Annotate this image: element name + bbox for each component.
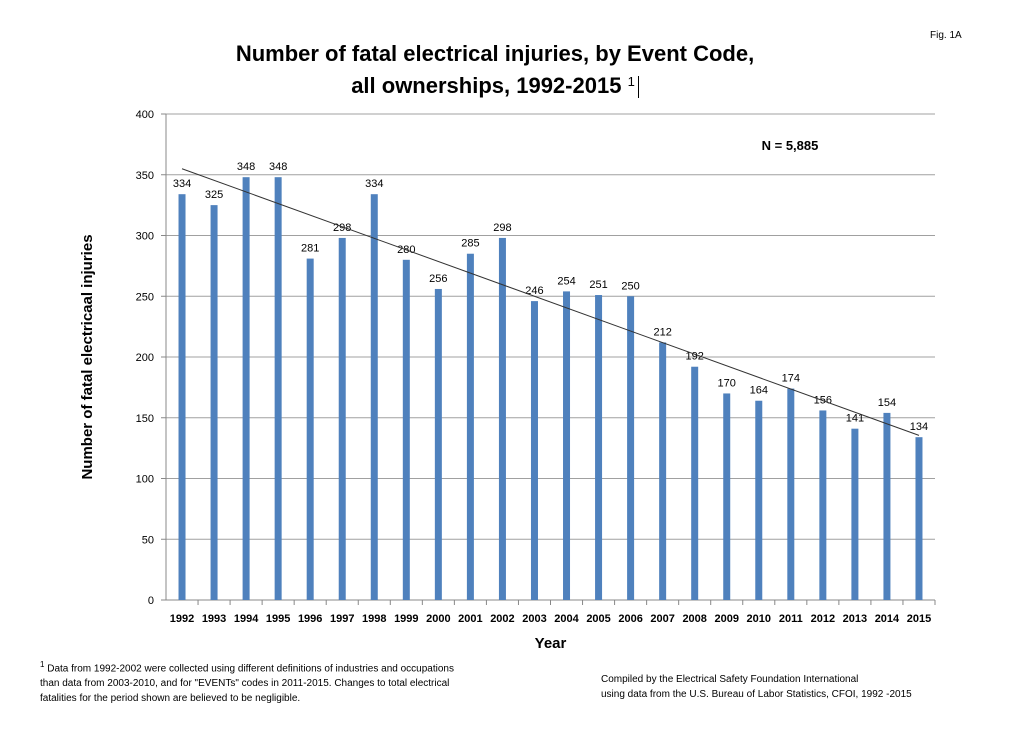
bar-2012 — [819, 410, 827, 600]
data-label: 334 — [173, 178, 191, 190]
bar-1997 — [338, 237, 346, 600]
x-tick-label: 2002 — [490, 613, 514, 625]
bar-1993 — [210, 205, 218, 600]
x-tick-label: 2009 — [714, 613, 738, 625]
x-tick-label: 2008 — [682, 613, 706, 625]
y-tick-label: 250 — [136, 291, 154, 303]
bar-2010 — [755, 400, 763, 600]
x-tick-label: 2004 — [554, 613, 579, 625]
bar-1996 — [306, 258, 314, 600]
y-tick-label: 400 — [136, 109, 154, 121]
footnote-line3: fatalities for the period shown are beli… — [40, 693, 301, 705]
data-label: 170 — [718, 377, 736, 389]
footnote: 1 Data from 1992-2002 were collected usi… — [40, 657, 540, 706]
data-label: 298 — [333, 222, 351, 234]
y-tick-label: 0 — [148, 595, 154, 607]
y-tick-label: 50 — [142, 534, 154, 546]
title-footnote-mark: 1 — [627, 74, 635, 89]
x-tick-label: 2003 — [522, 613, 546, 625]
data-label: 134 — [910, 421, 928, 433]
x-tick-label: 1994 — [234, 613, 259, 625]
data-label: 298 — [493, 222, 511, 234]
data-label: 348 — [237, 161, 255, 173]
footnote-line1: Data from 1992-2002 were collected using… — [47, 663, 454, 675]
figure-label: Fig. 1A — [930, 30, 962, 41]
data-label: 281 — [301, 243, 319, 255]
x-tick-label: 1993 — [202, 613, 226, 625]
x-tick-label: 2010 — [747, 613, 771, 625]
y-tick-label: 100 — [136, 474, 154, 486]
bar-2008 — [691, 366, 699, 600]
x-tick-label: 2014 — [875, 613, 900, 625]
y-tick-label: 150 — [136, 413, 154, 425]
x-tick-label: 2012 — [811, 613, 835, 625]
bar-2003 — [530, 301, 538, 600]
bar-1992 — [178, 194, 186, 600]
x-tick-label: 2005 — [586, 613, 610, 625]
bar-2006 — [627, 296, 635, 600]
x-tick-label: 1996 — [298, 613, 322, 625]
data-label: 246 — [525, 285, 543, 297]
x-tick-label: 1992 — [170, 613, 194, 625]
x-tick-label: 1999 — [394, 613, 418, 625]
y-tick-label: 200 — [136, 352, 154, 364]
bar-2014 — [883, 412, 891, 600]
bar-1999 — [402, 259, 410, 600]
bar-2004 — [563, 291, 571, 600]
data-label: 254 — [557, 275, 575, 287]
bar-2007 — [659, 342, 667, 600]
footnote-line2: than data from 2003-2010, and for "EVENT… — [40, 678, 450, 690]
text-cursor — [637, 76, 639, 99]
bar-2009 — [723, 393, 731, 600]
bar-2013 — [851, 428, 859, 600]
y-tick-label: 300 — [136, 231, 154, 243]
data-label: 250 — [621, 280, 639, 292]
data-label: 154 — [878, 397, 896, 409]
bar-1995 — [274, 177, 282, 600]
data-label: 251 — [589, 279, 607, 291]
data-label: 256 — [429, 273, 447, 285]
chart-title-line1: Number of fatal electrical injuries, by … — [235, 41, 755, 66]
x-tick-label: 1998 — [362, 613, 386, 625]
x-tick-label: 2015 — [907, 613, 931, 625]
bar-2005 — [595, 295, 603, 600]
data-label: 334 — [365, 178, 383, 190]
data-label: 174 — [782, 373, 800, 385]
bar-1994 — [242, 177, 250, 600]
x-tick-label: 1995 — [266, 613, 290, 625]
credit-line2: using data from the U.S. Bureau of Labor… — [601, 689, 912, 700]
data-label: 348 — [269, 161, 287, 173]
data-label: 285 — [461, 238, 479, 250]
data-label: 164 — [750, 385, 768, 397]
credit-line1: Compiled by the Electrical Safety Founda… — [601, 674, 859, 685]
x-tick-label: 2000 — [426, 613, 450, 625]
y-axis-title: Number of fatal electricaal injuries — [79, 234, 96, 479]
bar-2015 — [915, 437, 923, 600]
chart-title-line2: all ownerships, 1992-2015 1 — [0, 70, 990, 102]
bar-2002 — [498, 237, 506, 600]
data-label: 192 — [686, 351, 704, 363]
data-label: 141 — [846, 413, 864, 425]
data-label: 212 — [653, 326, 671, 338]
n-annotation: N = 5,885 — [762, 138, 819, 153]
bar-2000 — [434, 288, 442, 600]
x-tick-label: 2007 — [650, 613, 674, 625]
source-credit: Compiled by the Electrical Safety Founda… — [601, 672, 912, 702]
x-tick-label: 2006 — [618, 613, 642, 625]
bar-2001 — [466, 253, 474, 600]
y-tick-label: 350 — [136, 170, 154, 182]
x-tick-label: 2013 — [843, 613, 867, 625]
data-label: 325 — [205, 189, 223, 201]
bar-1998 — [370, 194, 378, 600]
x-tick-label: 1997 — [330, 613, 354, 625]
trendline — [181, 168, 920, 436]
footnote-mark: 1 — [40, 660, 45, 669]
x-tick-label: 2011 — [779, 613, 803, 625]
x-tick-label: 2001 — [458, 613, 482, 625]
chart-title: Number of fatal electrical injuries, by … — [0, 38, 990, 102]
x-axis-title: Year — [535, 635, 567, 652]
bar-2011 — [787, 388, 795, 600]
